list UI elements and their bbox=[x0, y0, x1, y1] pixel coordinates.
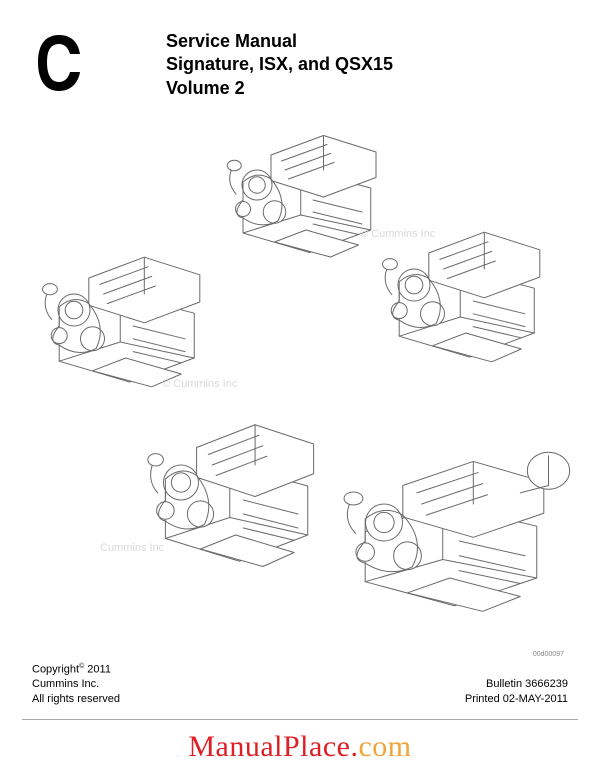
footer-right: Bulletin 3666239 Printed 02-MAY-2011 bbox=[465, 677, 568, 706]
page-header: Service Manual Signature, ISX, and QSX15… bbox=[32, 30, 568, 100]
bulletin-number: Bulletin 3666239 bbox=[465, 677, 568, 691]
page-footer: Copyright© 2011 Cummins Inc. All rights … bbox=[32, 662, 568, 706]
title-line-2: Signature, ISX, and QSX15 bbox=[166, 53, 568, 76]
copyright-word: Copyright bbox=[32, 664, 79, 676]
watermark-com: com bbox=[358, 730, 411, 763]
cummins-logo bbox=[32, 32, 86, 99]
service-manual-cover-page: Service Manual Signature, ISX, and QSX15… bbox=[0, 0, 600, 776]
drawing-reference-code: 00d00097 bbox=[533, 651, 564, 658]
copyright-line: Copyright© 2011 bbox=[32, 662, 120, 677]
engine-bottom-left bbox=[142, 395, 337, 570]
title-block: Service Manual Signature, ISX, and QSX15… bbox=[166, 30, 568, 100]
title-line-3: Volume 2 bbox=[166, 77, 568, 100]
watermark-main: ManualPlace bbox=[188, 730, 350, 763]
engine-mid-right bbox=[377, 205, 562, 365]
engine-top-center bbox=[222, 110, 397, 260]
site-watermark: ManualPlace.com bbox=[0, 730, 600, 764]
company-name: Cummins Inc. bbox=[32, 677, 120, 691]
title-line-1: Service Manual bbox=[166, 30, 568, 53]
engine-illustrations bbox=[32, 110, 568, 630]
engine-bottom-right bbox=[337, 430, 572, 615]
print-date: Printed 02-MAY-2011 bbox=[465, 692, 568, 706]
engine-mid-left bbox=[37, 230, 222, 390]
rights-reserved: All rights reserved bbox=[32, 692, 120, 706]
copyright-year: 2011 bbox=[84, 664, 111, 676]
footer-left: Copyright© 2011 Cummins Inc. All rights … bbox=[32, 662, 120, 706]
footer-divider bbox=[22, 719, 578, 720]
